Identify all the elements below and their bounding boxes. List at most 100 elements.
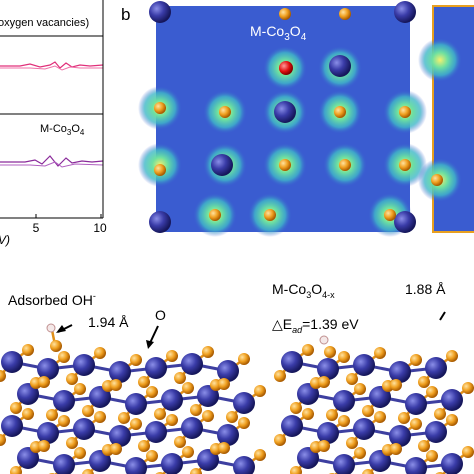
co-atom	[109, 425, 131, 447]
o-atom	[74, 447, 86, 459]
arrow	[439, 311, 446, 321]
o-atom	[290, 466, 302, 474]
co-atom	[353, 418, 375, 440]
o-atom	[279, 61, 293, 75]
o-atom	[410, 418, 422, 430]
o-atom	[182, 446, 194, 458]
o-atom	[38, 440, 50, 452]
o-atom	[154, 408, 166, 420]
o-atom	[154, 102, 166, 114]
o-atom	[218, 442, 230, 454]
o-atom	[218, 378, 230, 390]
o-atom	[462, 446, 474, 458]
co-atom	[394, 1, 416, 23]
o-atom	[202, 410, 214, 422]
co-atom	[317, 358, 339, 380]
o-atom	[118, 412, 130, 424]
o-atom	[362, 469, 374, 474]
o-atom	[74, 383, 86, 395]
co-atom	[425, 421, 447, 443]
o-atom	[10, 402, 22, 414]
co-atom	[233, 392, 255, 414]
o-atom	[138, 376, 150, 388]
o-atom	[110, 379, 122, 391]
co-atom	[441, 453, 463, 474]
co-atom	[233, 456, 255, 474]
h-atom	[46, 323, 56, 333]
o-atom	[418, 440, 430, 452]
co-atom	[37, 358, 59, 380]
co-atom	[161, 389, 183, 411]
map-title: M-Co3O4	[250, 23, 307, 43]
o-atom	[410, 354, 422, 366]
o-atom	[238, 417, 250, 429]
co-atom	[109, 361, 131, 383]
co-atom	[297, 447, 319, 469]
o-atom	[130, 418, 142, 430]
co-atom	[297, 383, 319, 405]
o-atom	[58, 351, 70, 363]
o-atom	[22, 408, 34, 420]
o-atom	[426, 386, 438, 398]
co-atom	[389, 361, 411, 383]
o-atom	[354, 383, 366, 395]
co-atom	[161, 453, 183, 474]
arrow	[149, 325, 159, 344]
o-atom	[398, 412, 410, 424]
o-atom	[446, 350, 458, 362]
co-atom	[125, 393, 147, 415]
o-atom	[130, 354, 142, 366]
o-atom	[346, 437, 358, 449]
co-atom	[149, 1, 171, 23]
co-atom	[441, 389, 463, 411]
panel-a: oxygen vacancies) M-Co3O4 5 10 V)	[0, 0, 107, 247]
o-atom	[374, 347, 386, 359]
o-atom	[66, 437, 78, 449]
o-atom	[384, 209, 396, 221]
o-atom	[390, 443, 402, 455]
o-atom	[182, 382, 194, 394]
co-atom	[1, 415, 23, 437]
legend-top: oxygen vacancies)	[0, 17, 89, 29]
legend-bottom: M-Co3O4	[40, 123, 85, 137]
curve	[0, 61, 104, 69]
co-atom	[145, 421, 167, 443]
co-atom	[217, 424, 239, 446]
co-atom	[197, 385, 219, 407]
o-atom	[138, 440, 150, 452]
o-atom	[290, 402, 302, 414]
o-atom	[279, 159, 291, 171]
o-atom	[146, 450, 158, 462]
o-atom	[399, 159, 411, 171]
o-atom	[346, 373, 358, 385]
o-atom	[279, 8, 291, 20]
o-atom	[254, 385, 266, 397]
o-atom	[338, 351, 350, 363]
co-atom	[1, 351, 23, 373]
o-atom	[166, 350, 178, 362]
o-atom	[264, 209, 276, 221]
o-atom	[82, 405, 94, 417]
o-atom	[94, 347, 106, 359]
density-blob	[418, 38, 462, 82]
structure-title: M-Co3O4-x	[272, 281, 335, 300]
structure-title: Adsorbed OH-	[8, 291, 96, 308]
o-atom	[318, 440, 330, 452]
o-atom	[374, 411, 386, 423]
co-atom	[181, 353, 203, 375]
o-atom	[174, 372, 186, 384]
o-atom	[209, 209, 221, 221]
curve	[0, 161, 104, 168]
o-atom	[174, 436, 186, 448]
co-atom	[329, 55, 351, 77]
o-atom	[362, 405, 374, 417]
co-atom	[73, 354, 95, 376]
o-atom	[339, 8, 351, 20]
co-atom	[53, 454, 75, 474]
co-atom	[17, 383, 39, 405]
o-atom	[354, 447, 366, 459]
bond-length: 1.88 Å	[405, 281, 446, 297]
co-atom	[394, 211, 416, 233]
co-atom	[369, 386, 391, 408]
co-atom	[125, 457, 147, 474]
